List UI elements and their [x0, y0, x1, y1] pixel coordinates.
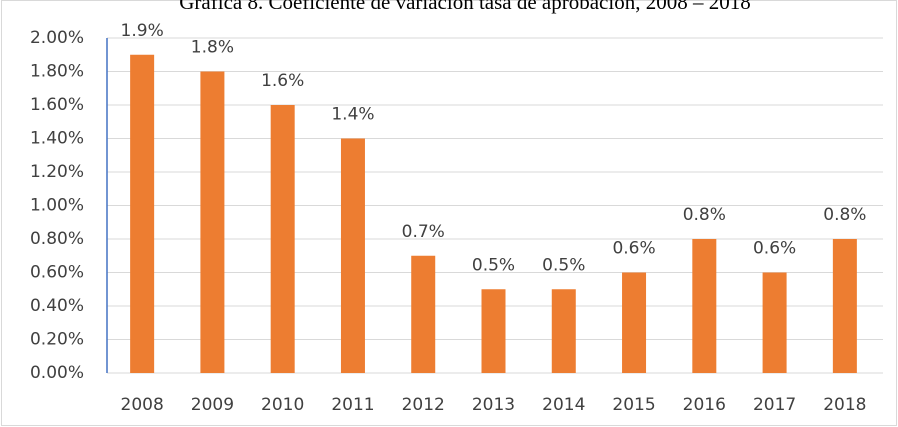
x-tick-label: 2011: [331, 395, 374, 415]
x-tick-label: 2012: [402, 395, 445, 415]
bar: [411, 255, 436, 373]
bar: [551, 289, 576, 373]
value-label: 0.6%: [612, 239, 655, 259]
bar: [270, 105, 295, 373]
y-tick-label: 0.80%: [30, 229, 84, 249]
x-tick-label: 2013: [472, 395, 515, 415]
y-tick-label: 1.80%: [30, 62, 84, 82]
value-label: 0.6%: [753, 239, 796, 259]
value-label: 1.6%: [261, 71, 304, 91]
value-label: 0.8%: [683, 205, 726, 225]
bar: [130, 54, 155, 373]
y-tick-label: 1.40%: [30, 129, 84, 149]
x-tick-label: 2016: [683, 395, 726, 415]
bar: [762, 272, 787, 373]
x-tick-label: 2018: [823, 395, 866, 415]
value-label: 0.8%: [823, 205, 866, 225]
bar: [340, 138, 365, 373]
bar: [832, 239, 857, 373]
bar: [200, 71, 225, 373]
x-tick-label: 2014: [542, 395, 585, 415]
value-label: 1.9%: [121, 21, 164, 41]
y-tick-label: 0.60%: [30, 263, 84, 283]
value-label: 1.4%: [331, 105, 374, 125]
x-tick-label: 2015: [612, 395, 655, 415]
value-label: 0.5%: [472, 255, 515, 275]
x-tick-label: 2009: [191, 395, 234, 415]
bar: [692, 239, 717, 373]
y-tick-label: 1.20%: [30, 162, 84, 182]
x-tick-label: 2017: [753, 395, 796, 415]
value-label: 1.8%: [191, 38, 234, 58]
y-tick-label: 0.20%: [30, 330, 84, 350]
chart-title: Gráfica 8. Coeficiente de variación tasa…: [179, 0, 750, 14]
value-label: 0.5%: [542, 255, 585, 275]
x-tick-label: 2008: [121, 395, 164, 415]
y-tick-label: 2.00%: [30, 28, 84, 48]
bar: [622, 272, 647, 373]
value-label: 0.7%: [402, 222, 445, 242]
y-tick-label: 1.60%: [30, 95, 84, 115]
y-tick-label: 0.40%: [30, 296, 84, 316]
y-tick-label: 1.00%: [30, 196, 84, 216]
x-tick-label: 2010: [261, 395, 304, 415]
bar: [481, 289, 506, 373]
y-tick-label: 0.00%: [30, 363, 84, 383]
